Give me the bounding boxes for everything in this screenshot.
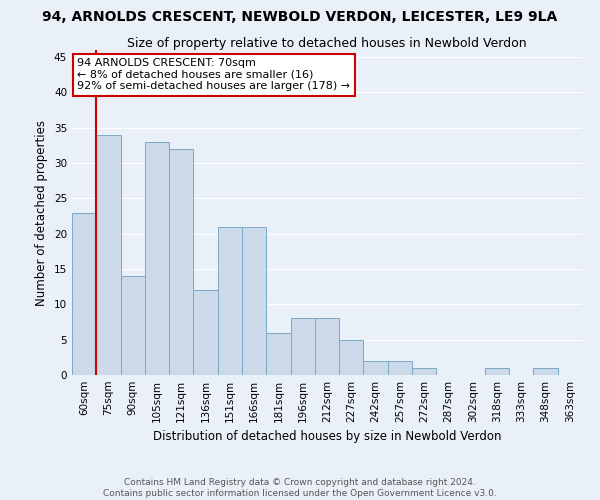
- Bar: [315, 318, 339, 375]
- Text: Contains HM Land Registry data © Crown copyright and database right 2024.
Contai: Contains HM Land Registry data © Crown c…: [103, 478, 497, 498]
- Bar: [218, 226, 242, 375]
- Bar: [266, 332, 290, 375]
- Text: 94 ARNOLDS CRESCENT: 70sqm
← 8% of detached houses are smaller (16)
92% of semi-: 94 ARNOLDS CRESCENT: 70sqm ← 8% of detac…: [77, 58, 350, 92]
- Bar: [388, 361, 412, 375]
- Bar: [290, 318, 315, 375]
- Title: Size of property relative to detached houses in Newbold Verdon: Size of property relative to detached ho…: [127, 37, 527, 50]
- Bar: [72, 212, 96, 375]
- Bar: [533, 368, 558, 375]
- Text: 94, ARNOLDS CRESCENT, NEWBOLD VERDON, LEICESTER, LE9 9LA: 94, ARNOLDS CRESCENT, NEWBOLD VERDON, LE…: [43, 10, 557, 24]
- Bar: [485, 368, 509, 375]
- Bar: [364, 361, 388, 375]
- Bar: [96, 135, 121, 375]
- Bar: [242, 226, 266, 375]
- Bar: [121, 276, 145, 375]
- Y-axis label: Number of detached properties: Number of detached properties: [35, 120, 49, 306]
- Bar: [339, 340, 364, 375]
- Bar: [412, 368, 436, 375]
- Bar: [169, 149, 193, 375]
- Bar: [145, 142, 169, 375]
- Bar: [193, 290, 218, 375]
- X-axis label: Distribution of detached houses by size in Newbold Verdon: Distribution of detached houses by size …: [153, 430, 501, 444]
